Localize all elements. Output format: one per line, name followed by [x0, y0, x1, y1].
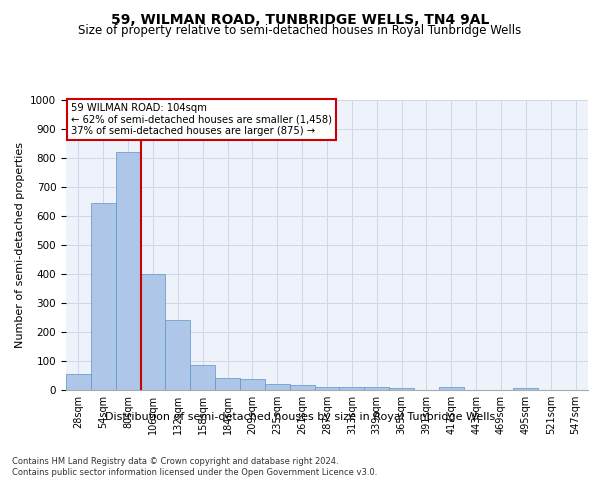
Bar: [215, 378, 240, 390]
Text: Contains HM Land Registry data © Crown copyright and database right 2024.
Contai: Contains HM Land Registry data © Crown c…: [12, 458, 377, 477]
Bar: [240, 379, 265, 390]
Bar: [389, 388, 414, 390]
Text: 59 WILMAN ROAD: 104sqm
← 62% of semi-detached houses are smaller (1,458)
37% of : 59 WILMAN ROAD: 104sqm ← 62% of semi-det…: [71, 103, 332, 136]
Bar: [166, 320, 190, 390]
Text: Distribution of semi-detached houses by size in Royal Tunbridge Wells: Distribution of semi-detached houses by …: [105, 412, 495, 422]
Text: 59, WILMAN ROAD, TUNBRIDGE WELLS, TN4 9AL: 59, WILMAN ROAD, TUNBRIDGE WELLS, TN4 9A…: [111, 12, 489, 26]
Y-axis label: Number of semi-detached properties: Number of semi-detached properties: [14, 142, 25, 348]
Bar: [190, 366, 215, 390]
Bar: [364, 387, 389, 390]
Bar: [514, 388, 538, 390]
Bar: [265, 384, 290, 390]
Bar: [140, 274, 166, 390]
Bar: [340, 387, 364, 390]
Bar: [116, 152, 140, 390]
Bar: [66, 374, 91, 390]
Bar: [439, 387, 464, 390]
Bar: [314, 387, 340, 390]
Text: Size of property relative to semi-detached houses in Royal Tunbridge Wells: Size of property relative to semi-detach…: [79, 24, 521, 37]
Bar: [91, 203, 116, 390]
Bar: [290, 385, 314, 390]
